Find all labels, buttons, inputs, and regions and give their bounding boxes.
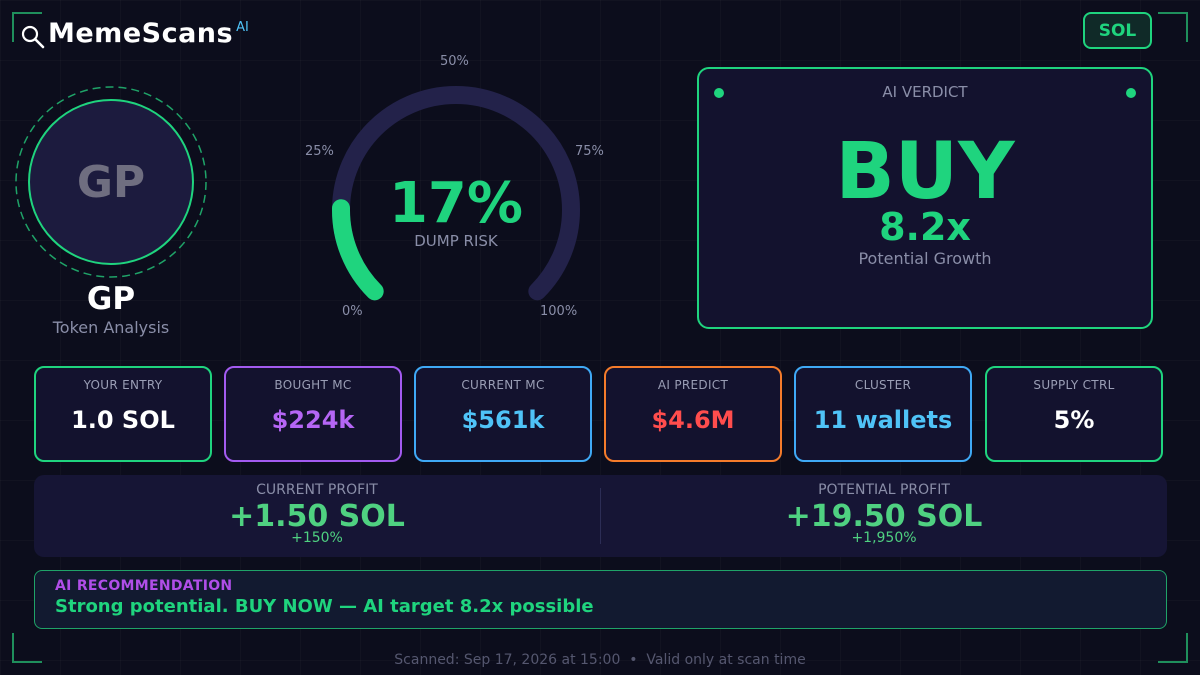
potential-profit-percent: +1,950% [851, 530, 917, 546]
stat-label: SUPPLY CTRL [1033, 378, 1115, 392]
brand-ai-superscript: AI [236, 20, 249, 35]
dump-risk-value: 17% [388, 171, 524, 236]
recommendation-title: AI RECOMMENDATION [55, 578, 233, 594]
verdict-indicator-dot [714, 88, 724, 98]
token-dashed-ring [15, 86, 207, 278]
gauge-tick-75: 75% [575, 144, 604, 159]
ai-recommendation-box: AI RECOMMENDATION Strong potential. BUY … [34, 570, 1167, 629]
stat-value: $224k [271, 406, 355, 434]
magnifier-icon [21, 25, 45, 49]
verdict-multiplier: 8.2x [879, 205, 971, 249]
verdict-action: BUY [835, 127, 1015, 217]
token-avatar: GP [28, 99, 194, 265]
gauge-fill [332, 199, 384, 301]
profit-divider [600, 488, 601, 544]
token-symbol: GP [86, 281, 136, 317]
current-profit: CURRENT PROFIT +1.50 SOL +150% [34, 475, 600, 557]
verdict-indicator-dot [1126, 88, 1136, 98]
stat-value: 1.0 SOL [71, 406, 175, 434]
current-profit-percent: +150% [291, 530, 343, 546]
stat-label: CLUSTER [854, 378, 912, 392]
stat-card-supply-ctrl: SUPPLY CTRL 5% [985, 366, 1163, 462]
stat-card-current-mc: CURRENT MC $561k [414, 366, 592, 462]
gauge-tick-0: 0% [342, 304, 363, 319]
verdict-subtitle: Potential Growth [858, 249, 992, 268]
stat-value: $561k [461, 406, 545, 434]
ai-verdict-panel: AI VERDICT BUY 8.2x Potential Growth [697, 67, 1153, 329]
stat-label: YOUR ENTRY [83, 378, 163, 392]
stat-card-ai-predict: AI PREDICT $4.6M [604, 366, 782, 462]
stat-value: 11 wallets [813, 406, 953, 434]
scan-footer: Scanned: Sep 17, 2026 at 15:00 • Valid o… [394, 652, 806, 668]
current-profit-label: CURRENT PROFIT [256, 482, 378, 498]
corner-bracket-top-right [1158, 12, 1188, 42]
recommendation-text: Strong potential. BUY NOW — AI target 8.… [55, 596, 594, 617]
stat-value: $4.6M [651, 406, 735, 434]
corner-bracket-top-left [12, 12, 42, 42]
gauge-tick-50: 50% [440, 54, 469, 69]
brand-logo: MemeScans AI [20, 18, 249, 50]
stat-label: CURRENT MC [461, 378, 545, 392]
verdict-title: AI VERDICT [882, 83, 968, 101]
token-subtitle: Token Analysis [52, 318, 170, 337]
stat-card-your-entry: YOUR ENTRY 1.0 SOL [34, 366, 212, 462]
gauge-tick-25: 25% [305, 144, 334, 159]
stat-card-bought-mc: BOUGHT MC $224k [224, 366, 402, 462]
potential-profit-label: POTENTIAL PROFIT [818, 482, 950, 498]
brand-name: MemeScans [48, 18, 234, 49]
profit-panel: CURRENT PROFIT +1.50 SOL +150% POTENTIAL… [34, 475, 1167, 557]
stat-value: 5% [1053, 406, 1095, 434]
corner-bracket-bottom-right [1158, 633, 1188, 663]
stat-label: BOUGHT MC [274, 378, 352, 392]
stat-card-cluster: CLUSTER 11 wallets [794, 366, 972, 462]
corner-bracket-bottom-left [12, 633, 42, 663]
dump-risk-gauge: 50% 25% 75% 0% 100% 17% DUMP RISK [290, 50, 630, 330]
stat-label: AI PREDICT [657, 378, 729, 392]
potential-profit-value: +19.50 SOL [785, 499, 983, 534]
chain-badge[interactable]: SOL [1083, 12, 1152, 49]
potential-profit: POTENTIAL PROFIT +19.50 SOL +1,950% [601, 475, 1167, 557]
dump-risk-caption: DUMP RISK [414, 232, 498, 250]
gauge-tick-100: 100% [540, 304, 578, 319]
current-profit-value: +1.50 SOL [229, 499, 405, 534]
